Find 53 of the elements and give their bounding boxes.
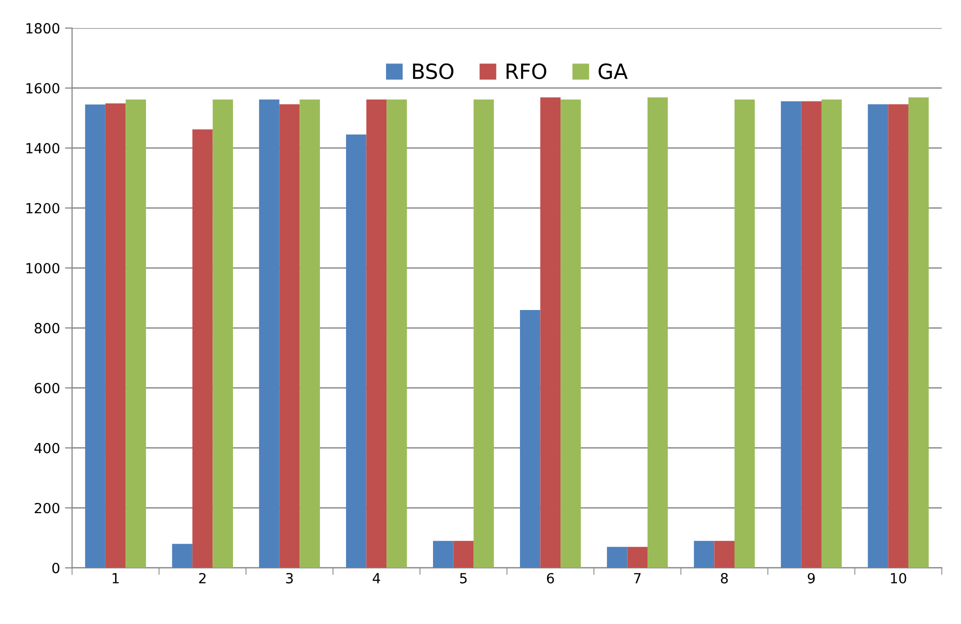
y-tick-label: 800 — [34, 322, 60, 334]
bar — [279, 104, 300, 568]
bar — [105, 103, 126, 568]
y-tick-label: 400 — [34, 442, 60, 454]
bar — [868, 104, 888, 568]
bar — [386, 99, 407, 568]
bar — [606, 546, 628, 568]
y-tick-label: 1800 — [26, 23, 60, 34]
bar — [560, 99, 581, 568]
x-tick-label: 8 — [720, 572, 728, 584]
legend-label: RFO — [506, 63, 546, 80]
bar — [734, 99, 755, 568]
y-tick-label: 600 — [34, 382, 60, 394]
y-tick-label: 1400 — [26, 142, 60, 154]
bar — [888, 104, 908, 568]
bar — [259, 99, 280, 568]
bar — [453, 540, 474, 568]
bar — [172, 544, 192, 568]
bar — [821, 99, 842, 568]
bar — [366, 99, 387, 568]
x-tick-label: 5 — [460, 573, 467, 584]
x-tick-label: 7 — [634, 573, 641, 584]
bar — [474, 99, 494, 568]
bar — [780, 101, 802, 568]
x-tick-label: 6 — [546, 572, 554, 584]
bar — [85, 104, 106, 568]
bar — [540, 97, 561, 568]
x-tick-label: 1 — [112, 573, 119, 584]
bar — [212, 99, 233, 568]
y-tick-label: 0 — [52, 562, 60, 574]
x-tick-label: 10 — [890, 572, 906, 584]
x-tick-label: 3 — [286, 572, 293, 584]
bar — [627, 546, 648, 568]
bar — [520, 310, 540, 568]
bar — [192, 129, 213, 568]
y-tick-label: 200 — [34, 502, 60, 514]
bar — [908, 97, 929, 568]
bar — [714, 540, 734, 568]
x-tick-label: 4 — [372, 573, 380, 584]
y-tick-label: 1600 — [26, 83, 60, 94]
bar — [433, 540, 454, 568]
y-tick-label: 1000 — [26, 262, 60, 274]
bar — [126, 99, 146, 568]
bar — [694, 540, 714, 568]
bar — [801, 101, 822, 568]
bar — [346, 134, 366, 568]
bar — [648, 97, 668, 568]
legend-label: GA — [598, 63, 628, 80]
x-tick-label: 2 — [199, 572, 206, 584]
y-tick-label: 1200 — [26, 202, 60, 214]
x-tick-label: 9 — [808, 572, 815, 584]
legend-label: BSO — [413, 63, 454, 80]
bar — [300, 99, 320, 568]
